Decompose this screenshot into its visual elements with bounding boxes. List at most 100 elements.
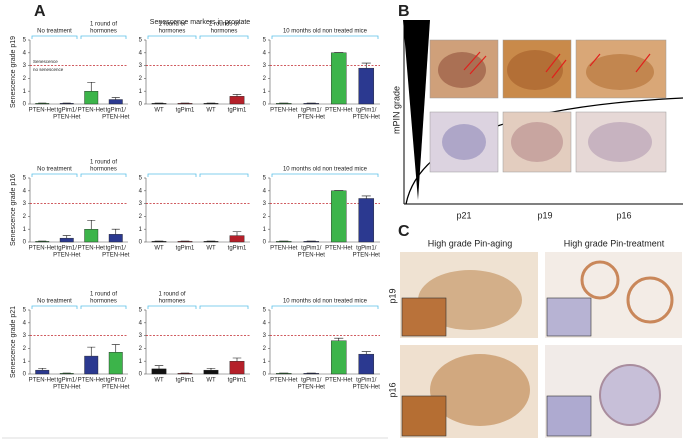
- x-tick-label: PTEN-Het: [353, 253, 381, 259]
- y-axis-label: Senescence grade p16: [10, 174, 17, 246]
- group-label: 1 round of: [90, 160, 117, 166]
- y-tick-label: 3: [263, 333, 267, 339]
- group-bracket: [199, 35, 249, 39]
- x-tick-label: PTEN-Het: [53, 253, 81, 259]
- y-tick-label: 0: [139, 372, 143, 378]
- group-bracket: [271, 173, 379, 177]
- x-tick-label: tgPim1: [176, 108, 195, 114]
- tissue: [507, 50, 563, 90]
- panel-title: Senescence markers in prostate: [150, 19, 250, 26]
- group-bracket: [199, 173, 249, 177]
- bar: [275, 241, 292, 243]
- tissue: [586, 54, 654, 90]
- bar: [84, 90, 99, 105]
- grade-triangle: [403, 20, 430, 200]
- y-tick-label: 5: [263, 308, 267, 314]
- x-tick-label: PTEN-Het: [53, 385, 81, 391]
- x-tick-label: tgPim1: [176, 378, 195, 384]
- x-tick-label: tgPim1/: [301, 246, 322, 252]
- error-bar: [361, 195, 371, 199]
- row-label: p16: [387, 382, 397, 397]
- bar: [330, 340, 347, 375]
- y-tick-label: 4: [139, 50, 143, 56]
- x-tick-label: PTEN-Het: [325, 246, 353, 252]
- error-bar: [232, 231, 242, 236]
- y-tick-label: 0: [263, 372, 267, 378]
- group-bracket: [271, 305, 379, 309]
- bar: [358, 353, 375, 375]
- bar: [35, 241, 50, 243]
- x-tick-label: PTEN-Het: [298, 115, 326, 121]
- x-tick-label: tgPim1/: [57, 246, 78, 252]
- y-tick-label: 4: [23, 188, 27, 194]
- x-tick-label: WT: [154, 108, 164, 114]
- x-tick-label: PTEN-Het: [270, 246, 298, 252]
- bar: [84, 355, 99, 375]
- y-tick-label: 4: [139, 188, 143, 194]
- y-tick-label: 0: [263, 102, 267, 108]
- group-bracket: [31, 305, 78, 309]
- x-tick-label: PTEN-Het: [78, 108, 106, 114]
- column-label: p21: [456, 210, 471, 220]
- tissue: [438, 52, 486, 88]
- x-tick-label: PTEN-Het: [102, 385, 130, 391]
- y-tick-label: 1: [263, 359, 267, 365]
- error-bar: [154, 365, 164, 369]
- y-tick-label: 2: [139, 214, 143, 220]
- x-tick-label: tgPim1/: [57, 108, 78, 114]
- x-tick-label: tgPim1/: [106, 378, 127, 384]
- x-tick-label: PTEN-Het: [270, 378, 298, 384]
- error-bar: [361, 62, 371, 69]
- x-tick-label: tgPim1/: [301, 108, 322, 114]
- y-tick-label: 5: [263, 38, 267, 44]
- y-tick-label: 0: [23, 372, 27, 378]
- bar: [35, 103, 50, 105]
- x-tick-label: tgPim1: [228, 246, 247, 252]
- group-bracket: [80, 35, 127, 39]
- y-tick-label: 4: [263, 188, 267, 194]
- y-tick-label: 1: [23, 227, 27, 233]
- group-label: 10 months old non treated mice: [283, 167, 368, 173]
- x-tick-label: PTEN-Het: [325, 378, 353, 384]
- panel-label: A: [34, 3, 46, 20]
- y-tick-label: 5: [23, 308, 27, 314]
- group-label: hormones: [90, 299, 117, 305]
- group-label: 1 round of: [90, 22, 117, 28]
- bar: [203, 103, 219, 105]
- group-label: 10 months old non treated mice: [283, 299, 368, 305]
- bar: [229, 235, 245, 243]
- y-tick-label: 0: [139, 102, 143, 108]
- tissue: [511, 122, 563, 162]
- x-tick-label: tgPim1/: [57, 378, 78, 384]
- x-tick-label: PTEN-Het: [29, 378, 57, 384]
- y-tick-label: 4: [139, 320, 143, 326]
- inset: [546, 297, 592, 337]
- y-tick-label: 2: [263, 214, 267, 220]
- inset: [546, 395, 592, 437]
- bar: [275, 373, 292, 375]
- y-tick-label: 3: [23, 333, 27, 339]
- group-bracket: [80, 305, 127, 309]
- error-bar: [87, 81, 96, 92]
- error-bar: [232, 94, 242, 97]
- x-tick-label: tgPim1: [176, 246, 195, 252]
- group-label: hormones: [90, 167, 117, 173]
- group-bracket: [31, 35, 78, 39]
- y-tick-label: 4: [23, 50, 27, 56]
- tissue: [430, 354, 530, 426]
- y-tick-label: 1: [263, 89, 267, 95]
- error-bar: [334, 337, 344, 341]
- y-tick-label: 1: [139, 359, 143, 365]
- panel-b: mPIN grade p21 p19 p16: [391, 20, 683, 220]
- y-tick-label: 1: [263, 227, 267, 233]
- y-tick-label: 3: [263, 63, 267, 69]
- y-tick-label: 5: [139, 38, 143, 44]
- column-title: High grade Pin-aging: [428, 238, 513, 248]
- bar: [203, 369, 219, 375]
- y-tick-label: 2: [23, 76, 27, 82]
- y-tick-label: 3: [139, 201, 143, 207]
- group-bracket: [199, 305, 249, 309]
- panel-c: High grade Pin-aging High grade Pin-trea…: [387, 238, 682, 438]
- inset: [401, 297, 447, 337]
- group-label: 1 round of: [158, 292, 185, 298]
